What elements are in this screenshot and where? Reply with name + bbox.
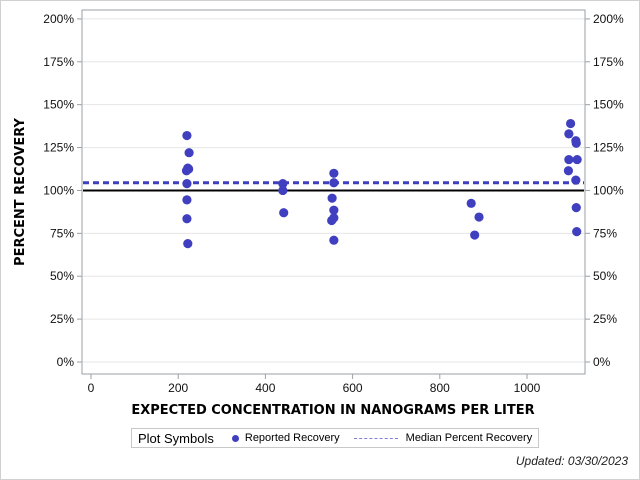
data-point [329,235,339,245]
x-tick-label: 400 [255,381,275,395]
data-point [572,154,582,165]
y-tick-label: 0% [57,355,75,369]
updated-date: Updated: 03/30/2023 [515,454,628,468]
y-tick-label: 150% [43,98,74,112]
data-point [571,175,581,185]
x-tick-label: 800 [430,381,450,395]
y-tick-label: 100% [43,183,74,197]
data-point [278,185,288,196]
x-tick-label: 0 [88,381,95,395]
legend-entry-reported: Reported Recovery [244,432,340,444]
y-tick-label-right: 50% [593,269,617,283]
y-tick-label-right: 125% [593,141,624,155]
y-tick-label-right: 200% [593,12,624,26]
legend: Plot Symbols Reported Recovery Median Pe… [131,428,540,448]
x-tick-label: 1000 [514,381,541,395]
data-point [474,212,484,222]
data-point [181,166,192,176]
data-point [571,138,581,148]
dashed-line-icon [353,437,398,439]
data-point [563,166,574,176]
data-point [184,148,194,158]
data-point [466,198,476,208]
x-tick-label: 200 [168,381,188,395]
y-tick-label: 125% [43,141,74,155]
data-point [279,208,289,218]
data-point [182,178,192,189]
data-point [470,230,480,240]
plot-area-border [81,9,586,375]
x-axis-title: EXPECTED CONCENTRATION IN NANOGRAMS PER … [131,403,534,418]
circle-marker-icon [231,434,239,442]
data-point [278,178,288,189]
y-tick-label-right: 0% [593,355,611,369]
x-tick-label: 600 [343,381,363,395]
y-tick-label: 200% [43,12,74,26]
y-tick-label: 50% [50,269,74,283]
y-tick-label: 75% [50,226,74,240]
y-axis-title: PERCENT RECOVERY [13,117,28,265]
data-point [571,203,581,213]
data-point [182,214,192,224]
data-point [182,195,192,205]
data-point [327,193,337,203]
y-tick-label: 175% [43,55,74,69]
data-point [564,154,574,165]
legend-entry-median: Median Percent Recovery [405,432,533,444]
data-point [327,215,337,226]
data-point [183,239,193,249]
data-point [329,178,339,188]
data-point [329,168,339,178]
data-point [566,118,576,129]
y-tick-label-right: 150% [593,98,624,112]
y-tick-label: 25% [50,312,74,326]
legend-title: Plot Symbols [138,430,214,446]
y-axis-right: 0% 25% 50% 75% 100% 125% 150% 175% 200% [585,12,624,369]
data-point [182,130,192,141]
data-points [181,118,582,249]
y-tick-label-right: 75% [593,226,617,240]
y-tick-label-right: 100% [593,183,624,197]
y-axis-left: 0% 25% 50% 75% 100% 125% 150% 175% 200% [43,12,82,369]
data-point [564,129,574,139]
y-tick-label-right: 175% [593,55,624,69]
y-tick-label-right: 25% [593,312,617,326]
x-axis: 0 200 400 600 800 1000 [88,374,541,395]
data-point [329,205,339,215]
data-point [572,227,582,237]
